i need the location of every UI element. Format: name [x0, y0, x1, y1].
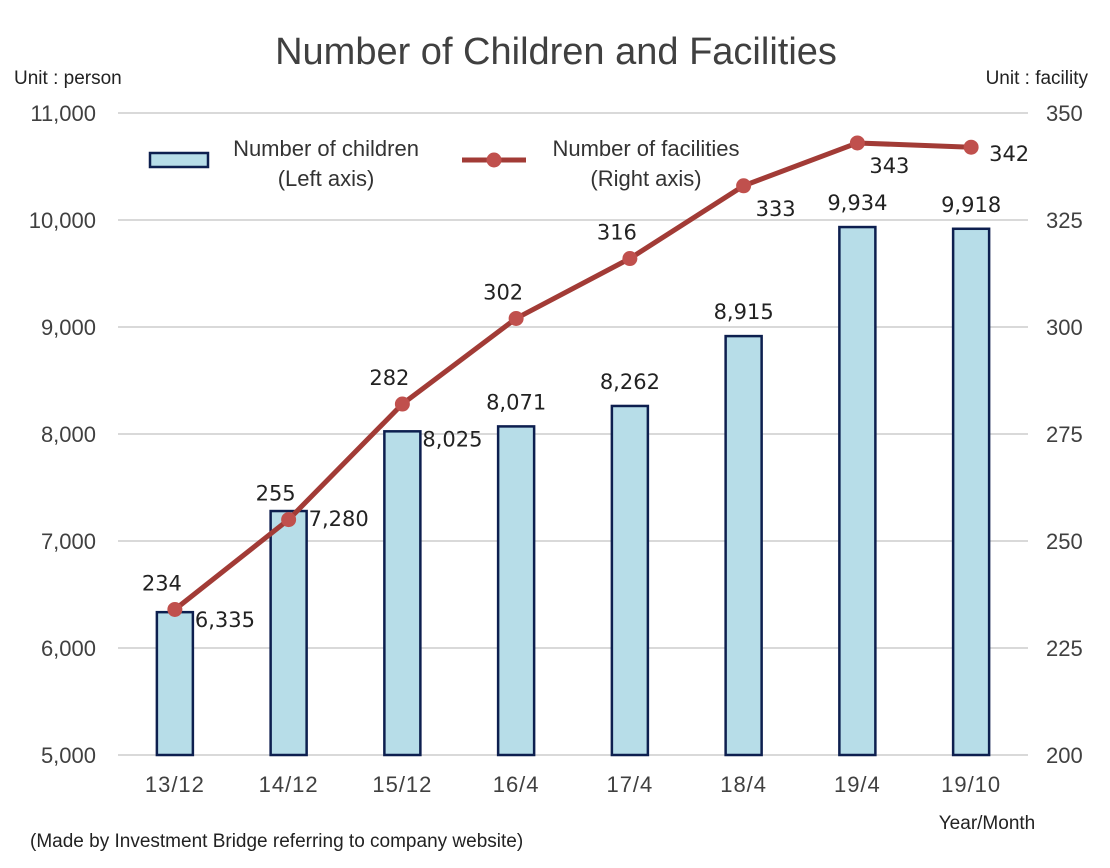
bar-value-label: 8,262	[600, 370, 660, 394]
point-facilities	[849, 135, 865, 151]
point-facilities	[167, 601, 183, 617]
line-value-label: 316	[597, 221, 637, 245]
legend-label-facilities: Number of facilities	[552, 136, 739, 161]
legend: Number of children (Left axis) Number of…	[148, 136, 740, 191]
x-tick-label: 15/12	[372, 772, 432, 797]
left-axis-ticks: 5,000 6,000 7,000 8,000 9,000 10,000 11,000	[29, 101, 96, 768]
bar-value-label: 7,280	[309, 507, 369, 531]
point-facilities	[281, 512, 297, 528]
left-tick-label: 10,000	[29, 208, 96, 233]
gridlines	[118, 112, 1028, 756]
source-note: (Made by Investment Bridge referring to …	[30, 831, 523, 852]
line-value-label: 282	[369, 366, 409, 390]
legend-sublabel-facilities: (Right axis)	[590, 166, 701, 191]
bar-value-label: 8,071	[486, 390, 546, 414]
x-tick-label: 16/4	[493, 772, 540, 797]
line-value-label: 255	[256, 482, 296, 506]
bar-children	[838, 225, 877, 757]
bar-value-label: 9,934	[827, 191, 887, 215]
right-tick-label: 250	[1046, 529, 1083, 554]
point-facilities	[622, 251, 638, 267]
left-tick-label: 9,000	[41, 315, 96, 340]
left-tick-label: 5,000	[41, 743, 96, 768]
x-tick-label: 19/4	[834, 772, 881, 797]
right-tick-label: 300	[1046, 315, 1083, 340]
line-value-label: 302	[483, 280, 523, 304]
point-facilities	[736, 178, 752, 194]
left-axis-unit: Unit : person	[14, 68, 122, 89]
x-tick-label: 13/12	[145, 772, 205, 797]
bar-children	[383, 430, 422, 757]
left-tick-label: 8,000	[41, 422, 96, 447]
bar-children	[155, 610, 195, 757]
line-value-label: 343	[869, 154, 909, 178]
bar-children	[724, 334, 763, 757]
right-axis-ticks: 200 225 250 275 300 325 350	[1046, 101, 1083, 768]
right-tick-label: 200	[1046, 743, 1083, 768]
left-tick-label: 6,000	[41, 636, 96, 661]
line-value-label: 342	[989, 142, 1029, 166]
bar-children	[610, 404, 650, 757]
facilities-line	[167, 135, 979, 617]
x-tick-label: 14/12	[259, 772, 319, 797]
bar-value-label: 6,335	[195, 608, 255, 632]
x-axis-label: Year/Month	[939, 813, 1035, 834]
children-bars	[155, 225, 991, 757]
line-value-label: 333	[756, 197, 796, 221]
x-tick-label: 18/4	[720, 772, 767, 797]
x-axis-ticks: 13/12 14/12 15/12 16/4 17/4 18/4 19/4 19/10	[145, 772, 1001, 797]
bar-children	[951, 227, 991, 757]
facilities-data-labels: 234 255 282 302 316 333 343 342	[142, 142, 1029, 595]
chart-title: Number of Children and Facilities	[275, 31, 837, 73]
bar-children	[269, 509, 308, 757]
line-facilities	[173, 140, 972, 612]
right-tick-label: 350	[1046, 101, 1083, 126]
x-tick-label: 19/10	[941, 772, 1001, 797]
left-tick-label: 11,000	[30, 101, 96, 126]
bar-value-label: 9,918	[941, 193, 1001, 217]
bar-value-label: 8,025	[422, 427, 482, 451]
legend-sublabel-children: (Left axis)	[278, 166, 375, 191]
right-tick-label: 325	[1046, 208, 1083, 233]
right-tick-label: 225	[1046, 636, 1083, 661]
left-tick-label: 7,000	[41, 529, 96, 554]
legend-swatch-children	[148, 151, 210, 169]
legend-label-children: Number of children	[233, 136, 419, 161]
point-facilities	[508, 310, 524, 326]
right-axis-unit: Unit : facility	[986, 68, 1089, 89]
bar-children	[496, 425, 536, 757]
point-facilities	[963, 139, 979, 155]
line-value-label: 234	[142, 571, 182, 595]
x-tick-label: 17/4	[606, 772, 653, 797]
right-tick-label: 275	[1046, 422, 1083, 447]
bar-value-label: 8,915	[714, 300, 774, 324]
point-facilities	[394, 396, 410, 412]
legend-marker-facilities	[486, 152, 502, 168]
